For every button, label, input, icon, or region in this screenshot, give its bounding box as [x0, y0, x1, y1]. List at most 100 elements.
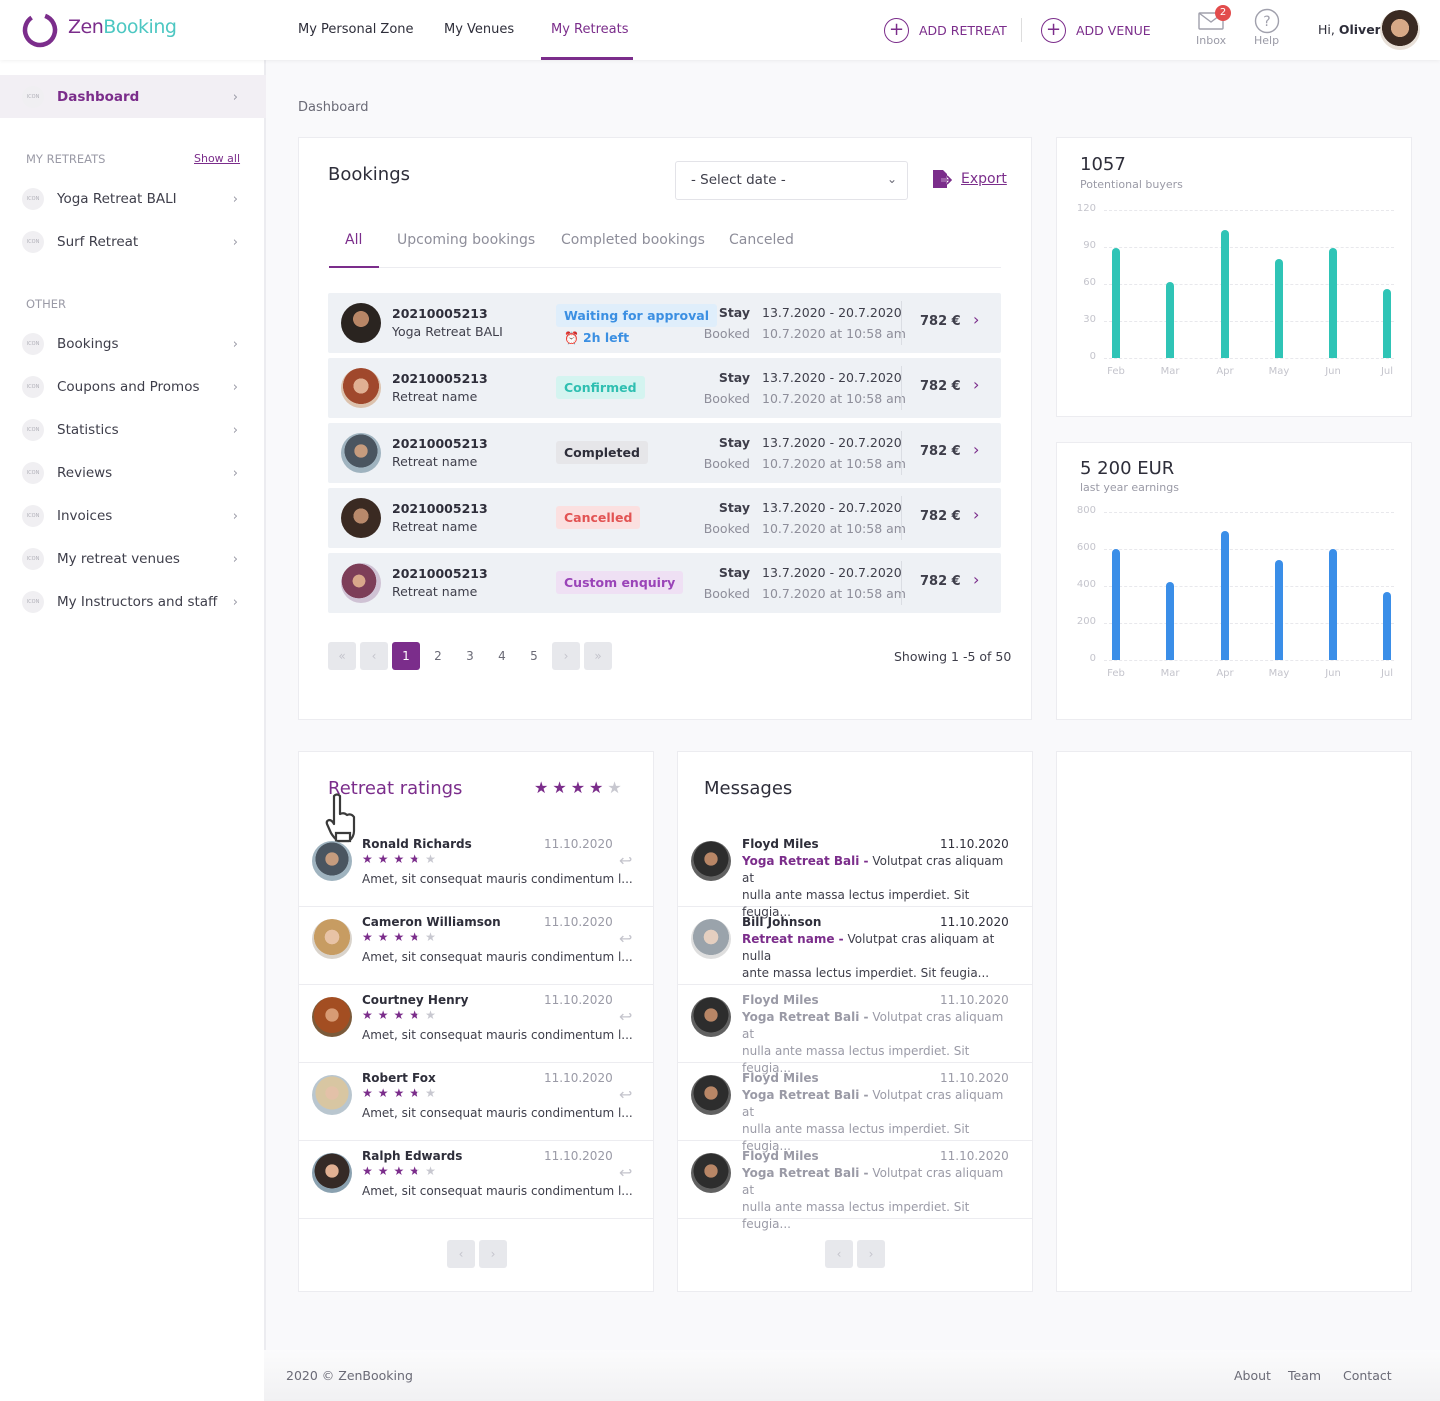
- prev-page-button[interactable]: ‹: [360, 642, 388, 670]
- avatar: [312, 919, 352, 959]
- inbox-label[interactable]: Inbox: [1196, 34, 1227, 47]
- sidebar-item-surf-retreat[interactable]: ICON Surf Retreat ›: [22, 231, 238, 253]
- user-greeting[interactable]: Hi, Oliver: [1318, 22, 1381, 37]
- star-icon: ★: [362, 1164, 378, 1178]
- ratings-list: Ronald Richards 11.10.2020 ★★★★★ Amet, s…: [299, 829, 653, 1219]
- tab-completed-bookings[interactable]: Completed bookings: [561, 232, 705, 248]
- chevron-right-icon[interactable]: ›: [973, 310, 980, 329]
- nav-my-personal-zone[interactable]: My Personal Zone: [298, 22, 414, 37]
- rating-item[interactable]: Robert Fox 11.10.2020 ★★★★★ Amet, sit co…: [299, 1063, 653, 1141]
- sidebar-item-invoices[interactable]: ICON Invoices ›: [22, 505, 238, 527]
- rating-item[interactable]: Cameron Williamson 11.10.2020 ★★★★★ Amet…: [299, 907, 653, 985]
- booking-row[interactable]: 20210005213 Retreat name Custom enquiry …: [328, 553, 1001, 613]
- export-button[interactable]: Export: [930, 168, 1007, 190]
- user-avatar[interactable]: [1380, 10, 1420, 50]
- tab-all[interactable]: All: [345, 232, 363, 248]
- chevron-right-icon[interactable]: ›: [973, 440, 980, 459]
- sidebar-item-coupons[interactable]: ICON Coupons and Promos ›: [22, 376, 238, 398]
- last-page-button[interactable]: »: [584, 642, 612, 670]
- sidebar-item-bookings[interactable]: ICON Bookings ›: [22, 333, 238, 355]
- help-label[interactable]: Help: [1254, 34, 1280, 47]
- booking-id: 20210005213: [392, 306, 488, 321]
- help-icon[interactable]: ?: [1254, 8, 1280, 34]
- reply-icon[interactable]: ↩: [619, 1085, 633, 1104]
- footer-link-contact[interactable]: Contact: [1343, 1368, 1392, 1383]
- logo-text[interactable]: ZenBooking: [68, 16, 177, 38]
- sidebar-item-reviews[interactable]: ICON Reviews ›: [22, 462, 238, 484]
- chart-bar[interactable]: [1275, 259, 1283, 358]
- messages-title: Messages: [704, 778, 793, 799]
- chart-bar[interactable]: [1112, 248, 1120, 358]
- review-date: 11.10.2020: [544, 993, 613, 1007]
- next-page-button[interactable]: ›: [552, 642, 580, 670]
- reply-icon[interactable]: ↩: [619, 851, 633, 870]
- status-badge: Waiting for approval: [556, 304, 718, 327]
- add-retreat-button[interactable]: + ADD RETREAT: [884, 17, 1007, 43]
- sidebar-item-retreat-venues[interactable]: ICON My retreat venues ›: [22, 548, 238, 570]
- rating-item[interactable]: Courtney Henry 11.10.2020 ★★★★★ Amet, si…: [299, 985, 653, 1063]
- nav-my-retreats[interactable]: My Retreats: [551, 22, 629, 37]
- reply-icon[interactable]: ↩: [619, 1163, 633, 1182]
- chart-bar[interactable]: [1221, 530, 1229, 660]
- reply-icon[interactable]: ↩: [619, 929, 633, 948]
- rating-item[interactable]: Ronald Richards 11.10.2020 ★★★★★ Amet, s…: [299, 829, 653, 907]
- chevron-right-icon[interactable]: ›: [973, 570, 980, 589]
- messages-prev-button[interactable]: ‹: [825, 1240, 853, 1268]
- y-tick-label: 90: [1083, 240, 1096, 251]
- message-item[interactable]: Floyd Miles 11.10.2020 Yoga Retreat Bali…: [678, 1141, 1032, 1231]
- footer-link-team[interactable]: Team: [1288, 1368, 1322, 1383]
- tab-upcoming-bookings[interactable]: Upcoming bookings: [397, 232, 536, 248]
- booking-row[interactable]: 20210005213 Retreat name Completed Stay …: [328, 423, 1001, 483]
- chart-bar[interactable]: [1221, 229, 1229, 358]
- message-item[interactable]: Floyd Miles 11.10.2020 Yoga Retreat Bali…: [678, 985, 1032, 1075]
- reply-icon[interactable]: ↩: [619, 1007, 633, 1026]
- avatar: [312, 841, 352, 881]
- chart-bar[interactable]: [1329, 248, 1337, 358]
- chart-bar[interactable]: [1166, 281, 1174, 358]
- rating-item[interactable]: Ralph Edwards 11.10.2020 ★★★★★ Amet, sit…: [299, 1141, 653, 1219]
- page-3-button[interactable]: 3: [466, 649, 474, 663]
- add-venue-button[interactable]: + ADD VENUE: [1041, 17, 1151, 43]
- ratings-prev-button[interactable]: ‹: [447, 1240, 475, 1268]
- messages-next-button[interactable]: ›: [857, 1240, 885, 1268]
- chart-bar[interactable]: [1112, 549, 1120, 660]
- sidebar-item-dashboard[interactable]: ICON Dashboard ›: [22, 86, 238, 108]
- chevron-right-icon[interactable]: ›: [973, 375, 980, 394]
- statistics-icon: ICON: [22, 419, 44, 441]
- chart-bar[interactable]: [1383, 288, 1391, 358]
- page-4-button[interactable]: 4: [498, 649, 506, 663]
- ratings-title: Retreat ratings: [328, 778, 463, 799]
- select-date-dropdown[interactable]: - Select date - ⌄: [675, 161, 908, 200]
- footer-link-about[interactable]: About: [1234, 1368, 1271, 1383]
- message-item[interactable]: Bill Johnson 11.10.2020 Retreat name - V…: [678, 907, 1032, 985]
- logo-icon[interactable]: [20, 9, 60, 49]
- booking-row[interactable]: 20210005213 Retreat name Cancelled Stay …: [328, 488, 1001, 548]
- chart-bar[interactable]: [1166, 582, 1174, 660]
- booking-id: 20210005213: [392, 501, 488, 516]
- chevron-right-icon[interactable]: ›: [973, 505, 980, 524]
- sidebar-item-label: Reviews: [57, 465, 113, 481]
- sidebar-item-instructors[interactable]: ICON My Instructors and staff ›: [22, 591, 238, 613]
- stay-label: Stay: [718, 435, 750, 450]
- chart-bar[interactable]: [1329, 549, 1337, 660]
- sidebar-item-statistics[interactable]: ICON Statistics ›: [22, 419, 238, 441]
- chart-bar[interactable]: [1383, 591, 1391, 660]
- message-item[interactable]: Floyd Miles 11.10.2020 Yoga Retreat Bali…: [678, 1063, 1032, 1153]
- booking-row[interactable]: 20210005213 Retreat name Confirmed Stay …: [328, 358, 1001, 418]
- ratings-next-button[interactable]: ›: [479, 1240, 507, 1268]
- show-all-link[interactable]: Show all: [194, 152, 241, 165]
- chart-bar[interactable]: [1275, 560, 1283, 660]
- nav-my-venues[interactable]: My Venues: [444, 22, 515, 37]
- first-page-button[interactable]: «: [328, 642, 356, 670]
- page-2-button[interactable]: 2: [434, 649, 442, 663]
- sidebar-item-yoga-retreat-bali[interactable]: ICON Yoga Retreat BALI ›: [22, 188, 238, 210]
- message-item[interactable]: Floyd Miles 11.10.2020 Yoga Retreat Bali…: [678, 829, 1032, 919]
- booking-row[interactable]: 20210005213 Yoga Retreat BALI Waiting fo…: [328, 293, 1001, 353]
- breadcrumb[interactable]: Dashboard: [298, 100, 369, 115]
- page-1-button[interactable]: 1: [392, 642, 420, 670]
- row-divider: [901, 561, 902, 605]
- avatar: [691, 1075, 731, 1115]
- page-5-button[interactable]: 5: [530, 649, 538, 663]
- tab-canceled[interactable]: Canceled: [729, 232, 794, 248]
- tabs-divider: [329, 267, 1001, 268]
